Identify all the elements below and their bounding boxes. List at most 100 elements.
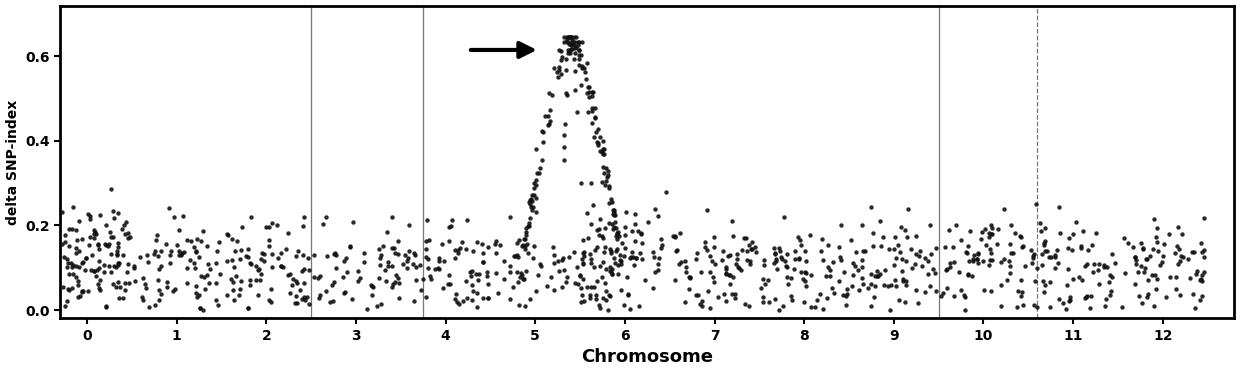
- Point: [167, 242, 187, 248]
- Point: [1194, 215, 1214, 221]
- Point: [1069, 274, 1089, 280]
- Point: [1008, 288, 1028, 294]
- Point: [503, 284, 523, 290]
- Point: [801, 304, 821, 310]
- Point: [564, 56, 584, 62]
- Point: [601, 221, 621, 227]
- Point: [1022, 260, 1042, 266]
- Point: [569, 46, 589, 52]
- Point: [515, 246, 534, 251]
- Point: [874, 267, 894, 273]
- Point: [512, 272, 532, 278]
- Point: [569, 62, 589, 68]
- Point: [1013, 302, 1033, 308]
- Point: [88, 281, 108, 287]
- Point: [515, 243, 534, 249]
- Point: [523, 204, 543, 210]
- Point: [1094, 263, 1114, 269]
- Point: [785, 256, 805, 262]
- Point: [604, 209, 624, 215]
- Point: [66, 263, 86, 269]
- Point: [1076, 294, 1096, 300]
- Point: [232, 224, 252, 230]
- Point: [500, 269, 520, 275]
- Point: [715, 270, 735, 276]
- Point: [304, 274, 324, 280]
- Point: [383, 281, 403, 287]
- Point: [73, 288, 93, 294]
- Point: [560, 34, 580, 40]
- Point: [671, 259, 691, 265]
- Point: [218, 232, 238, 238]
- Point: [549, 67, 569, 73]
- Point: [625, 211, 645, 217]
- Point: [479, 282, 498, 288]
- Point: [1044, 252, 1064, 258]
- Point: [463, 288, 482, 294]
- Point: [252, 250, 272, 256]
- Point: [160, 260, 180, 266]
- Point: [997, 277, 1017, 283]
- Point: [229, 292, 249, 298]
- Point: [895, 299, 915, 305]
- Point: [252, 272, 272, 278]
- Point: [918, 271, 937, 277]
- Point: [563, 39, 583, 45]
- Point: [630, 250, 650, 256]
- Point: [765, 250, 785, 256]
- Point: [397, 265, 417, 271]
- Point: [565, 34, 585, 40]
- Point: [656, 189, 676, 195]
- Point: [55, 254, 74, 260]
- Point: [283, 276, 303, 282]
- Point: [549, 268, 569, 274]
- Point: [560, 50, 580, 56]
- Point: [107, 264, 126, 270]
- Point: [63, 270, 83, 276]
- Point: [262, 264, 281, 270]
- Point: [526, 195, 546, 201]
- Point: [1063, 276, 1083, 282]
- Point: [606, 248, 626, 254]
- Point: [278, 230, 298, 236]
- Point: [108, 262, 128, 268]
- Point: [956, 249, 976, 255]
- Point: [605, 212, 625, 218]
- Point: [578, 235, 598, 241]
- Point: [309, 275, 329, 281]
- Point: [570, 180, 590, 186]
- Point: [595, 288, 615, 294]
- Point: [1032, 228, 1052, 234]
- Point: [608, 231, 627, 237]
- Point: [994, 256, 1014, 262]
- Point: [124, 263, 144, 269]
- Point: [568, 42, 588, 48]
- Point: [999, 270, 1019, 276]
- Point: [463, 282, 482, 288]
- Point: [456, 278, 476, 284]
- Point: [518, 223, 538, 229]
- Point: [479, 295, 498, 301]
- Point: [1061, 247, 1081, 253]
- Point: [951, 287, 971, 293]
- Point: [340, 244, 360, 250]
- Point: [625, 221, 645, 227]
- Point: [108, 240, 128, 246]
- Point: [290, 287, 310, 293]
- Point: [486, 270, 506, 276]
- Point: [572, 285, 591, 291]
- Point: [388, 275, 408, 281]
- Point: [1146, 234, 1166, 240]
- Point: [867, 268, 887, 274]
- Point: [1071, 243, 1091, 249]
- Point: [1105, 260, 1125, 266]
- Point: [975, 226, 994, 232]
- Point: [588, 278, 608, 284]
- Point: [58, 226, 78, 232]
- Point: [1060, 297, 1080, 303]
- Point: [192, 228, 212, 234]
- Point: [582, 260, 601, 266]
- Point: [552, 257, 572, 263]
- Point: [862, 271, 882, 277]
- Point: [583, 93, 603, 99]
